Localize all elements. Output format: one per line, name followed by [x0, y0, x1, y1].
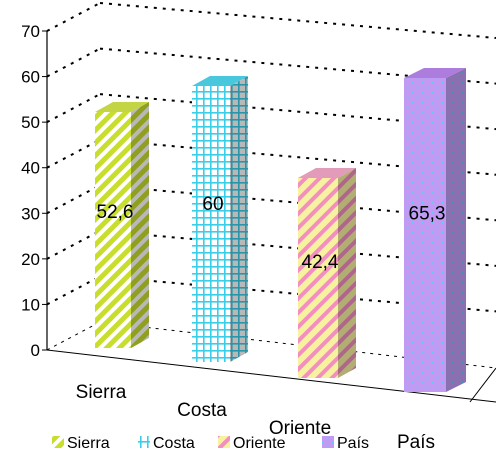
y-tick-label: 30 — [21, 204, 40, 223]
data-label: 60 — [202, 194, 223, 215]
x-tick-label: País — [397, 432, 435, 451]
bars: 52,6 60 42,4 65,3 — [95, 68, 466, 392]
legend-swatch — [52, 436, 64, 448]
bar-side-face — [338, 168, 356, 378]
legend-item: País — [322, 435, 369, 451]
bar-side-face — [230, 76, 248, 362]
x-tick-label: Oriente — [269, 418, 331, 439]
data-label: 65,3 — [409, 203, 446, 224]
gridline-side — [46, 138, 101, 169]
legend-label: Sierra — [67, 435, 110, 451]
bar-front-face — [298, 178, 338, 378]
x-tick-label: Sierra — [76, 382, 127, 403]
gridline — [99, 47, 496, 85]
bar-side-shade — [446, 68, 466, 392]
y-tick-label: 10 — [21, 295, 40, 314]
bar-front-face — [404, 78, 446, 392]
y-tick-label: 60 — [21, 68, 40, 87]
y-tick-label: 70 — [21, 22, 40, 41]
bar-costa: 60 — [192, 76, 248, 362]
floor-back-edge — [99, 321, 496, 369]
data-label: 52,6 — [97, 202, 134, 223]
gridline-side — [46, 47, 101, 78]
bar-side-face — [446, 68, 466, 392]
floor-side-edge — [46, 321, 101, 351]
y-tick-label: 50 — [21, 113, 40, 132]
y-tick-label: 40 — [21, 159, 40, 178]
y-tick-label: 0 — [31, 341, 40, 360]
legend-item: Costa — [138, 435, 195, 451]
floor-front-edge — [46, 349, 496, 403]
legend-label: Costa — [153, 435, 195, 451]
y-tick-label: 20 — [21, 250, 40, 269]
gridline-side — [46, 93, 101, 124]
data-label: 42,4 — [302, 252, 339, 273]
bar-top-face — [95, 102, 149, 112]
bar-país: 65,3 — [404, 68, 466, 392]
legend-swatch — [322, 436, 334, 448]
gridline — [99, 93, 496, 131]
legend-item: Oriente — [218, 435, 286, 451]
legend-swatch — [218, 436, 230, 448]
bar-top-face — [404, 68, 466, 78]
bar-side-shade — [338, 168, 356, 378]
gridline — [99, 2, 496, 39]
gridline-side — [46, 2, 101, 32]
bar-sierra: 52,6 — [95, 102, 149, 348]
bar-top-face — [298, 168, 356, 178]
category-labels: Sierra Costa Oriente País — [76, 382, 435, 451]
gridline — [99, 138, 496, 176]
gridline-side — [46, 184, 101, 215]
legend-item: Sierra — [52, 435, 110, 451]
bar-oriente: 42,4 — [298, 168, 356, 378]
x-tick-label: Costa — [177, 400, 227, 421]
floor-right-edge — [469, 367, 496, 403]
bar-front-face — [192, 86, 230, 362]
bar-side-shade — [230, 76, 248, 362]
bar-side-shade — [131, 102, 149, 348]
bar-side-face — [131, 102, 149, 348]
bar-top-face — [192, 76, 248, 86]
legend-label: País — [337, 435, 369, 451]
legend-label: Oriente — [233, 435, 286, 451]
gridline-side — [46, 229, 101, 260]
legend: Sierra Costa Oriente País — [52, 435, 369, 451]
y-axis: 0 10 20 30 40 50 60 70 — [21, 22, 48, 360]
gridline-side — [46, 275, 101, 306]
legend-swatch — [138, 436, 150, 448]
bar-front-face — [95, 112, 131, 348]
